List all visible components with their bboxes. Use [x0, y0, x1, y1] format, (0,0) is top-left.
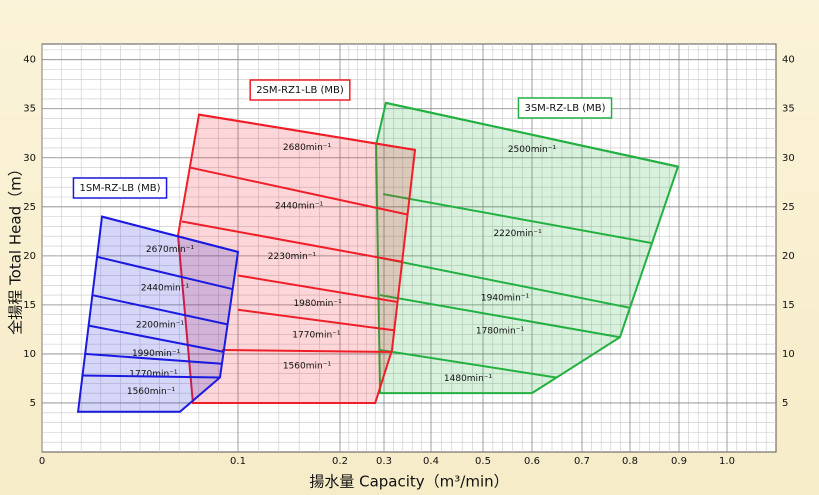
curve-label: 1560min⁻¹: [283, 361, 332, 371]
speed-curve: [221, 349, 393, 353]
x-tick-label: 0.5: [475, 456, 491, 467]
model-label: 2SM-RZ1-LB (MB): [256, 85, 344, 96]
curve-label: 1990min⁻¹: [132, 349, 181, 359]
x-axis-title: 揚水量 Capacity（m³/min）: [309, 473, 508, 491]
y-tick-label: 25: [23, 202, 36, 213]
model-label: 3SM-RZ-LB (MB): [524, 103, 605, 114]
speed-curve: [379, 294, 621, 339]
x-tick-label: 0.7: [574, 456, 590, 467]
speed-curve: [84, 352, 222, 365]
speed-curve: [379, 256, 631, 309]
speed-curve: [81, 374, 220, 379]
speed-curve: [189, 166, 409, 216]
y-tick-label: 30: [782, 153, 795, 164]
model-label-box: [72, 177, 168, 199]
plot-area: [41, 43, 777, 453]
curve-label: 2220min⁻¹: [493, 229, 542, 239]
y-tick-label: 40: [23, 55, 36, 66]
x-tick-label: 1.0: [719, 456, 735, 467]
curve-label: 2680min⁻¹: [283, 143, 332, 153]
x-tick-label: 0.1: [230, 456, 246, 467]
labels: 5 5 10 10 15 15 20 20 25 25 30 30 35 35 40 40 0 0.1 0.2 0.3…: [23, 55, 794, 467]
speed-curve: [385, 101, 679, 168]
model-label-box: [249, 79, 351, 101]
x-tick-label: 0.2: [332, 456, 348, 467]
y-tick-label: 25: [782, 202, 795, 213]
speed-curve: [237, 274, 398, 303]
curve-label: 1560min⁻¹: [127, 387, 176, 397]
curve-label: 1780min⁻¹: [476, 327, 525, 337]
speed-curve: [96, 255, 234, 291]
y-tick-label: 20: [23, 251, 36, 262]
y-tick-label: 40: [782, 55, 795, 66]
y-tick-label: 10: [782, 349, 795, 360]
y-tick-label: 20: [782, 251, 795, 262]
curve-label: 1770min⁻¹: [292, 331, 341, 341]
curve-label: 1940min⁻¹: [481, 293, 530, 303]
curve-label: 2440min⁻¹: [141, 284, 190, 294]
y-tick-label: 10: [23, 349, 36, 360]
curve-label: 2440min⁻¹: [275, 202, 324, 212]
speed-curve: [382, 193, 653, 245]
x-tick-label: 0.8: [622, 456, 638, 467]
speed-curve: [379, 349, 557, 379]
marks: 2500min⁻¹ 2220min⁻¹ 1940min⁻¹ 1780min⁻¹ 1480…: [72, 79, 680, 413]
model-label-box: [517, 97, 613, 119]
y-tick-label: 15: [23, 300, 36, 311]
curve-label: 2670min⁻¹: [146, 245, 195, 255]
curve-label: 1980min⁻¹: [293, 299, 342, 309]
curve-label: 1770min⁻¹: [129, 369, 178, 379]
speed-curve: [101, 215, 239, 253]
curve-label: 1480min⁻¹: [444, 374, 493, 384]
curve-label: 2500min⁻¹: [508, 145, 557, 155]
x-tick-label: 0.4: [423, 456, 439, 467]
curve-label: 2200min⁻¹: [136, 320, 185, 330]
x-tick-label: 0: [39, 456, 45, 467]
y-tick-label: 15: [782, 300, 795, 311]
y-tick-label: 5: [30, 398, 36, 409]
curve-label: 2230min⁻¹: [268, 252, 317, 262]
model-label: 1SM-RZ-LB (MB): [79, 183, 160, 194]
y-tick-label: 5: [782, 398, 788, 409]
speed-curve: [181, 220, 403, 263]
y-axis-title: 全揚程 Total Head（m）: [7, 161, 25, 334]
speed-curve: [91, 294, 229, 326]
speed-curve: [87, 324, 225, 353]
x-tick-label: 0.3: [376, 456, 392, 467]
y-tick-label: 35: [23, 104, 36, 115]
y-tick-label: 35: [782, 104, 795, 115]
x-tick-label: 0.9: [671, 456, 687, 467]
y-tick-label: 30: [23, 153, 36, 164]
speed-curve: [237, 308, 395, 332]
speed-curve: [198, 113, 416, 151]
x-tick-label: 0.6: [524, 456, 540, 467]
